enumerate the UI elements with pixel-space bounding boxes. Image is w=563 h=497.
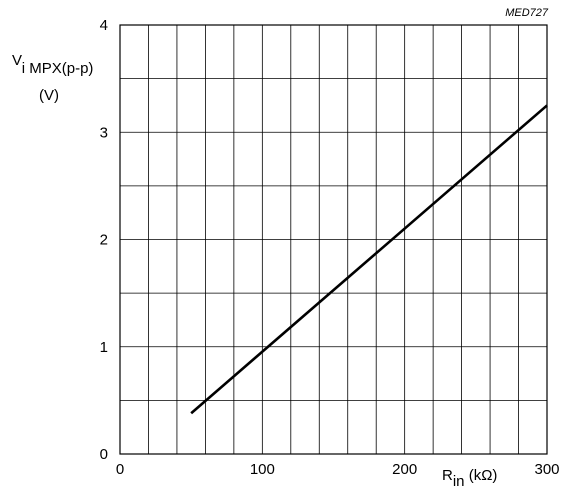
y-axis-label: Vi MPX(p-p) (12, 52, 93, 77)
y-tick-label-3: 3 (100, 124, 108, 141)
series-line-0 (190, 104, 548, 415)
x-tick-label-3: 300 (534, 461, 559, 478)
y-axis-label-sub: i MPX(p-p) (22, 60, 94, 77)
x-axis-label-main: R (442, 467, 453, 484)
y-axis-unit: (V) (39, 87, 59, 104)
y-tick-label-2: 2 (100, 232, 108, 249)
x-axis-label-sub: in (453, 473, 465, 490)
y-tick-labels: 0 1 2 3 4 (100, 17, 108, 463)
plot-grid (120, 25, 547, 454)
y-axis-label-main: V (12, 52, 22, 69)
y-tick-label-4: 4 (100, 17, 108, 34)
x-tick-labels: 0 100 200 300 (116, 461, 560, 478)
figure-code: MED727 (505, 7, 549, 19)
series-layer (190, 104, 548, 415)
x-axis-label-unit: (kΩ) (465, 467, 498, 484)
plot-frame (119, 24, 548, 455)
y-tick-label-1: 1 (100, 339, 108, 356)
x-tick-label-1: 100 (250, 461, 275, 478)
x-tick-label-2: 200 (392, 461, 417, 478)
x-axis-label: Rin (kΩ) (442, 467, 497, 490)
y-tick-label-0: 0 (100, 446, 108, 463)
x-tick-label-0: 0 (116, 461, 124, 478)
